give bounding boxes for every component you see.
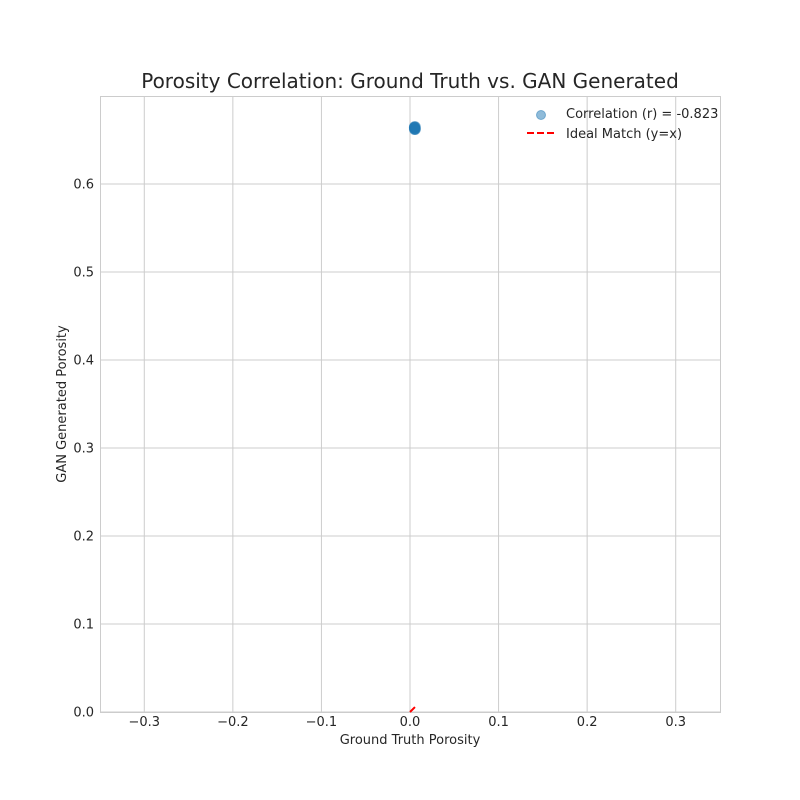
x-tick-label: 0.2 (577, 715, 598, 730)
x-tick-label: 0.3 (665, 715, 686, 730)
x-tick-label: −0.3 (128, 715, 160, 730)
legend-label-line: Ideal Match (y=x) (566, 127, 682, 142)
y-axis-label: GAN Generated Porosity (55, 325, 70, 483)
x-tick-label: −0.2 (217, 715, 249, 730)
y-tick-label: 0.3 (73, 442, 94, 457)
series-layer (408, 121, 421, 713)
x-axis-label: Ground Truth Porosity (340, 733, 481, 748)
legend-label-scatter: Correlation (r) = -0.823 (566, 107, 718, 122)
x-tick-label: 0.1 (488, 715, 509, 730)
y-tick-label: 0.5 (73, 266, 94, 281)
legend-marker-scatter (536, 110, 546, 120)
y-tick-label: 0.4 (73, 354, 94, 369)
chart-title: Porosity Correlation: Ground Truth vs. G… (141, 69, 679, 93)
y-axis: 0.0 0.1 0.2 0.3 0.4 0.5 0.6 (73, 178, 94, 721)
y-tick-label: 0.0 (73, 706, 94, 721)
x-tick-label: −0.1 (306, 715, 338, 730)
x-tick-label: 0.0 (400, 715, 421, 730)
grid (100, 96, 720, 713)
y-tick-label: 0.2 (73, 530, 94, 545)
x-axis: −0.3 −0.2 −0.1 0.0 0.1 0.2 0.3 (128, 715, 686, 730)
legend: Correlation (r) = -0.823 Ideal Match (y=… (527, 107, 718, 142)
ideal-match-line (409, 706, 417, 713)
y-tick-label: 0.6 (73, 178, 94, 193)
data-point (409, 121, 421, 133)
y-tick-label: 0.1 (73, 618, 94, 633)
